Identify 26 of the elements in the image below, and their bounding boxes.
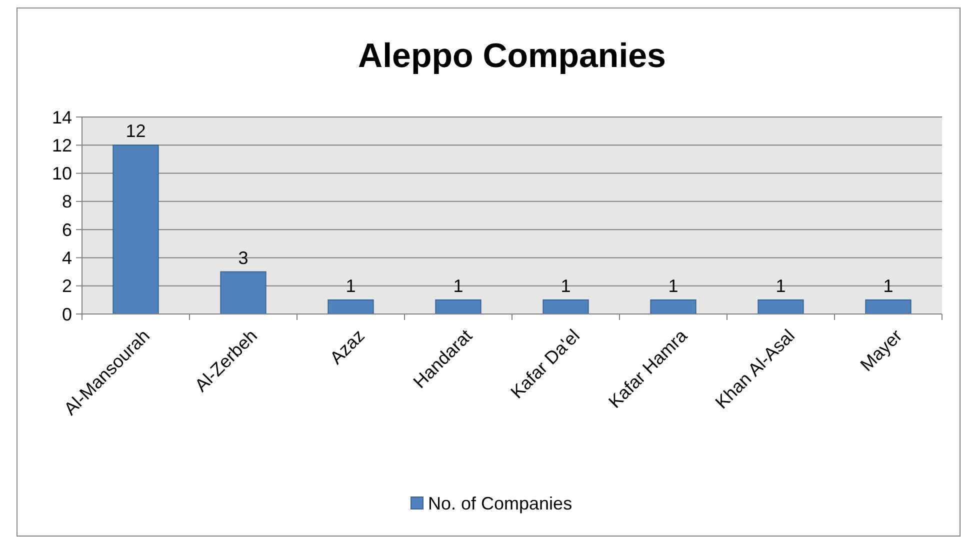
data-label: 1	[453, 276, 464, 296]
y-tick-label: 10	[52, 164, 72, 184]
bar	[650, 299, 696, 314]
data-label: 1	[776, 276, 786, 296]
y-tick-label: 2	[62, 276, 72, 296]
bar	[542, 299, 589, 314]
bar	[865, 299, 912, 314]
data-label: 3	[238, 248, 248, 268]
bar	[112, 144, 159, 314]
data-label: 1	[346, 276, 356, 296]
y-tick-label: 12	[52, 135, 72, 156]
legend-label: No. of Companies	[428, 493, 572, 514]
bar	[220, 271, 266, 314]
bar	[328, 299, 374, 314]
chart-title: Aleppo Companies	[358, 37, 666, 75]
bar	[435, 299, 482, 314]
y-tick-label: 6	[62, 220, 72, 240]
y-tick-label: 8	[62, 192, 72, 212]
y-tick-label: 14	[52, 107, 72, 128]
y-tick-label: 0	[62, 304, 72, 324]
data-label: 1	[668, 276, 678, 296]
data-label: 1	[560, 276, 571, 296]
data-label: 12	[126, 121, 146, 142]
data-label: 1	[883, 276, 894, 296]
y-tick-label: 4	[62, 248, 72, 268]
bar	[758, 299, 804, 314]
